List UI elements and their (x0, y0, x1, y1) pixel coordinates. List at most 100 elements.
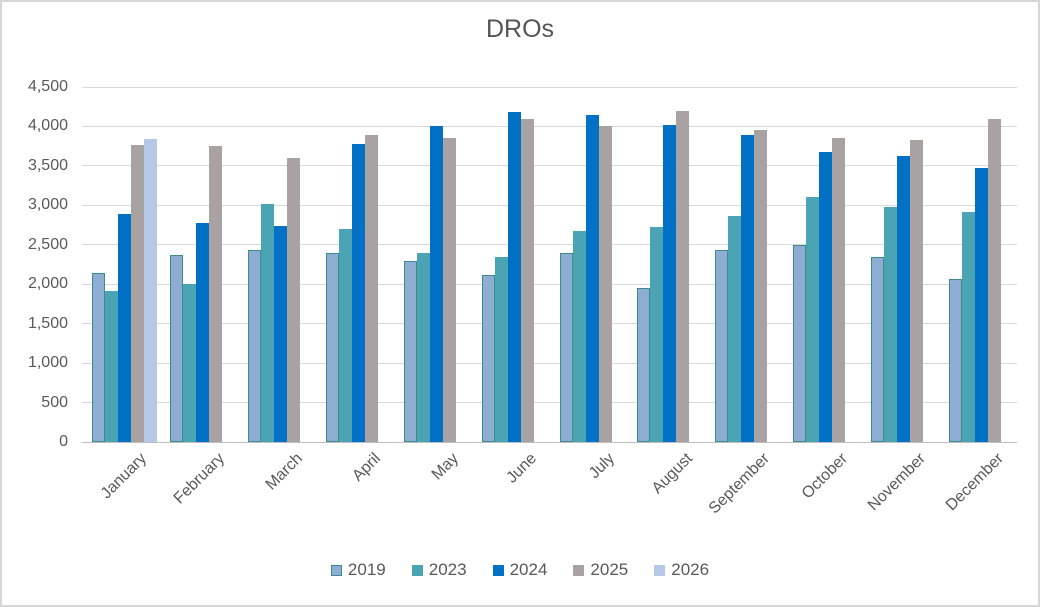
bar-group-october (783, 87, 861, 442)
bar-2023-may (416, 253, 430, 442)
bar-2019-december (949, 278, 963, 442)
bar-2024-february (195, 223, 209, 442)
gridline (82, 165, 1017, 167)
bar-2024-august (663, 124, 677, 442)
bar-group-june (472, 87, 550, 442)
gridline (82, 244, 1017, 246)
legend-item-2024: 2024 (492, 560, 548, 580)
bar-2023-june (494, 256, 508, 442)
bar-2025-september (754, 130, 768, 442)
gridline (82, 283, 1017, 285)
bar-2024-may (429, 126, 443, 442)
bar-2025-august (676, 111, 690, 442)
bar-2025-july (598, 126, 612, 442)
y-tick-label: 0 (59, 433, 68, 450)
bar-group-march (238, 87, 316, 442)
legend-label: 2025 (590, 560, 629, 579)
bar-2023-december (962, 212, 976, 442)
legend-label: 2023 (428, 560, 467, 579)
bar-2023-april (338, 229, 352, 442)
bar-group-april (316, 87, 394, 442)
bar-2024-september (741, 135, 755, 442)
chart-title: DROs (485, 15, 555, 43)
bar-2024-july (585, 114, 599, 442)
bar-2026-january (144, 139, 157, 442)
bar-2024-march (273, 225, 287, 442)
bar-group-february (160, 87, 238, 442)
legend-marker-2019 (330, 564, 342, 576)
bar-2019-january (92, 273, 105, 442)
bar-2019-july (559, 253, 573, 442)
bar-group-may (394, 87, 472, 442)
y-tick-label: 3,500 (27, 156, 68, 174)
bar-2025-october (832, 138, 846, 442)
y-tick-label: 4,000 (27, 117, 68, 135)
bar-2019-november (871, 256, 885, 442)
bar-2024-january (118, 214, 131, 442)
y-tick-label: 1,000 (27, 354, 68, 372)
y-tick-label: 2,500 (27, 235, 68, 253)
bar-2019-april (325, 253, 339, 442)
bar-2024-april (351, 143, 365, 442)
y-tick-label: 3,000 (27, 196, 68, 214)
gridline (82, 125, 1017, 127)
bar-2023-july (572, 230, 586, 442)
bar-group-november (861, 87, 939, 442)
legend-marker-2023 (411, 564, 423, 576)
bar-2023-march (260, 203, 274, 442)
plot-area (82, 86, 1017, 443)
bar-2023-september (728, 215, 742, 442)
gridline (82, 362, 1017, 364)
y-tick-label: 500 (41, 393, 68, 411)
legend-item-2019: 2019 (330, 560, 386, 580)
legend-item-2026: 2026 (654, 560, 709, 580)
bar-2023-february (182, 284, 196, 442)
bar-2025-june (520, 118, 534, 442)
bar-2023-august (650, 227, 664, 442)
legend-marker-2024 (492, 564, 504, 576)
bar-2019-february (169, 255, 183, 442)
bar-2025-february (208, 146, 222, 442)
bar-2019-may (403, 261, 417, 442)
legend-marker-2025 (573, 564, 585, 576)
bar-group-july (550, 87, 628, 442)
bar-2019-march (247, 250, 261, 442)
gridline (82, 204, 1017, 206)
legend-item-2023: 2023 (411, 560, 467, 580)
bar-2025-november (910, 139, 924, 442)
legend-label: 2019 (347, 560, 386, 579)
bar-2025-january (131, 145, 144, 442)
gridline (82, 323, 1017, 325)
bar-2024-november (897, 156, 911, 442)
bar-group-january (82, 87, 160, 442)
legend-label: 2024 (509, 560, 548, 579)
y-tick-label: 4,500 (27, 78, 68, 95)
bar-group-december (939, 87, 1017, 442)
bar-2025-may (442, 137, 456, 442)
y-tick-label: 1,500 (27, 314, 68, 332)
bar-2024-june (507, 112, 521, 442)
bar-2023-january (105, 291, 118, 442)
bar-2019-august (637, 288, 651, 442)
bar-2024-october (819, 152, 833, 442)
bar-2023-october (806, 197, 820, 442)
gridline (82, 402, 1017, 404)
bar-2025-march (286, 158, 300, 442)
bar-2024-december (975, 168, 989, 442)
y-tick-label: 2,000 (27, 275, 68, 293)
bar-2023-november (884, 206, 898, 442)
bar-2019-june (481, 274, 495, 442)
legend-item-2025: 2025 (573, 560, 628, 580)
bar-2025-april (364, 135, 378, 442)
gridline (82, 86, 1017, 88)
bar-2019-october (793, 244, 807, 442)
x-axis-line (82, 441, 1017, 443)
bar-group-september (705, 87, 783, 442)
legend-marker-2026 (654, 564, 666, 576)
bar-2019-september (715, 250, 729, 442)
legend: 2019 2023 2024 2025 2026 (2, 560, 1038, 580)
bar-group-august (627, 87, 705, 442)
bar-2025-december (988, 118, 1002, 442)
legend-label: 2026 (671, 560, 710, 579)
